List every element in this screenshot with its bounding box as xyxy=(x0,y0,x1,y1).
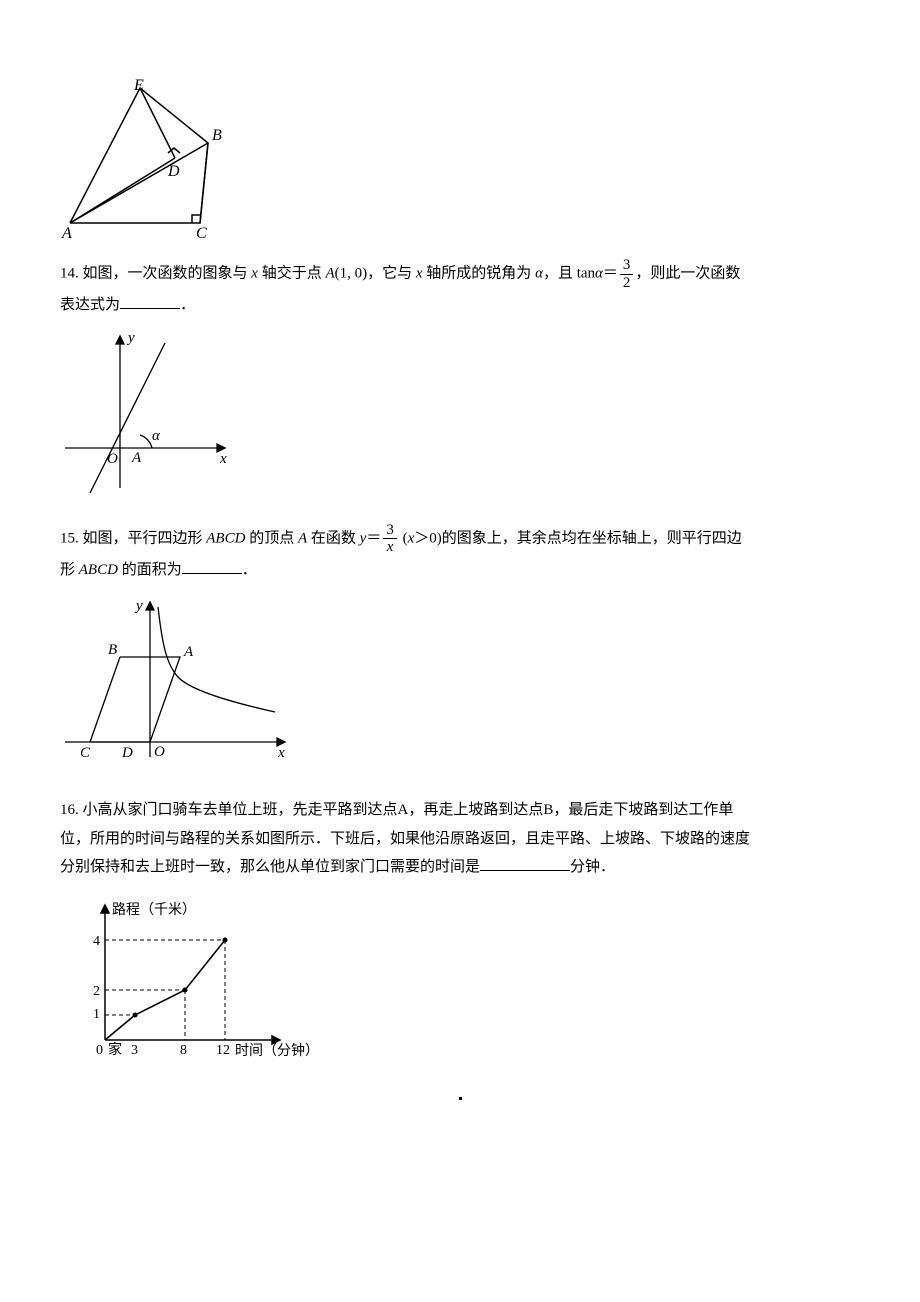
p14-frac-num: 3 xyxy=(620,257,634,275)
fig15-O: O xyxy=(154,744,165,760)
fig14-svg: x y O A α xyxy=(60,328,240,498)
p14-coord: (1, 0)，它与 xyxy=(335,265,416,281)
p14-alpha: α xyxy=(535,265,543,281)
fig16-home: 家 xyxy=(108,1041,122,1058)
p15-abcd: ABCD xyxy=(206,530,245,546)
p15-t2: 的顶点 xyxy=(245,530,298,546)
fig16-x0: 0 xyxy=(96,1043,103,1058)
p15-blank xyxy=(182,558,242,574)
p16-t6: 分钟． xyxy=(570,859,615,875)
fig15-C: C xyxy=(80,745,91,761)
page-dot-icon xyxy=(459,1097,462,1100)
p15-abcd2: ABCD xyxy=(79,562,118,578)
problem-15: 15. 如图，平行四边形 ABCD 的顶点 A 在函数 y＝3x (x＞0)的图… xyxy=(60,522,860,773)
p14-t1: 如图，一次函数的图象与 xyxy=(83,265,252,281)
p15-num: 15. xyxy=(60,530,79,546)
fig14-x: x xyxy=(219,451,227,467)
fig13-label-D: D xyxy=(167,163,180,180)
p16-t4: 位，所用的时间与路程的关系如图所示．下班后，如果他沿原路返回，且走平路、上坡路、… xyxy=(60,831,750,847)
p16-t5: 分别保持和去上班时一致，那么他从单位到家门口需要的时间是 xyxy=(60,859,480,875)
p14-t5: ，则此一次函数 xyxy=(635,265,740,281)
p15-A: A xyxy=(298,530,307,546)
fig13-label-C: C xyxy=(196,225,207,242)
fig16-x12: 12 xyxy=(216,1043,230,1058)
fig16-x3: 3 xyxy=(131,1043,138,1058)
fig16: 路程（千米） 时间（分钟） 4 2 1 0 家 3 8 12 xyxy=(60,890,860,1060)
p16-A: A xyxy=(398,802,409,818)
p14-frac: 32 xyxy=(620,257,634,291)
p16-num: 16. xyxy=(60,802,79,818)
fig16-x8: 8 xyxy=(180,1043,187,1058)
p16-B: B xyxy=(543,802,553,818)
p15-eq: ＝ xyxy=(366,530,381,546)
fig13-label-B: B xyxy=(212,127,222,144)
p15-t6: 的面积为 xyxy=(118,562,182,578)
p14-alpha2: α xyxy=(595,265,603,281)
p14-t4: ，且 tan xyxy=(543,265,595,281)
fig15-B: B xyxy=(108,642,117,658)
fig15-y: y xyxy=(134,598,143,614)
fig16-ylabel: 路程（千米） xyxy=(112,902,196,918)
p14-frac-den: 2 xyxy=(620,275,634,292)
p14-x2: x xyxy=(416,265,423,281)
fig16-svg: 路程（千米） 时间（分钟） 4 2 1 0 家 3 8 12 xyxy=(60,890,320,1060)
p16-t3: ，最后走下坡路到达工作单 xyxy=(553,802,733,818)
p15-frac-num: 3 xyxy=(383,522,397,540)
fig14-y: y xyxy=(126,330,135,346)
problem-14-text: 14. 如图，一次函数的图象与 x 轴交于点 A(1, 0)，它与 x 轴所成的… xyxy=(60,257,860,320)
p14-t2: 轴交于点 xyxy=(258,265,326,281)
p16-t1: 小高从家门口骑车去单位上班，先走平路到达点 xyxy=(83,802,398,818)
p15-t1: 如图，平行四边形 xyxy=(83,530,207,546)
p16-blank xyxy=(480,855,570,871)
problem-14: 14. 如图，一次函数的图象与 x 轴交于点 A(1, 0)，它与 x 轴所成的… xyxy=(60,257,860,498)
fig14: x y O A α xyxy=(60,328,860,498)
p14-t3: 轴所成的锐角为 xyxy=(423,265,536,281)
fig13-svg: A C B E D xyxy=(60,78,230,243)
fig16-y2: 2 xyxy=(93,984,100,999)
fig14-O: O xyxy=(107,451,118,467)
fig15: x y O A B C D xyxy=(60,592,860,772)
fig13-label-E: E xyxy=(133,78,144,94)
fig16-y4: 4 xyxy=(93,934,100,949)
p15-t4: ( xyxy=(399,530,408,546)
fig15-x: x xyxy=(277,745,285,761)
p14-num: 14. xyxy=(60,265,79,281)
p15-period: ． xyxy=(242,562,257,578)
p14-A: A xyxy=(325,265,334,281)
p14-t6: 表达式为 xyxy=(60,297,120,313)
p15-frac: 3x xyxy=(383,522,397,556)
fig13-label-A: A xyxy=(61,225,72,242)
problem-15-text: 15. 如图，平行四边形 ABCD 的顶点 A 在函数 y＝3x (x＞0)的图… xyxy=(60,522,860,585)
p16-t2: ，再走上坡路到达点 xyxy=(408,802,543,818)
fig16-xlabel: 时间（分钟） xyxy=(235,1042,319,1059)
page-marker xyxy=(60,1084,860,1113)
fig13: A C B E D xyxy=(60,78,860,243)
p15-t3: 在函数 xyxy=(307,530,360,546)
fig15-D: D xyxy=(121,745,133,761)
fig16-y1: 1 xyxy=(93,1007,100,1022)
fig14-alpha: α xyxy=(152,428,161,444)
problem-16: 16. 小高从家门口骑车去单位上班，先走平路到达点A，再走上坡路到达点B，最后走… xyxy=(60,796,860,1060)
fig15-svg: x y O A B C D xyxy=(60,592,300,772)
p14-eq: ＝ xyxy=(603,265,618,281)
p15-cond: ＞0)的图象上，其余点均在坐标轴上，则平行四边 xyxy=(414,530,742,546)
problem-16-text: 16. 小高从家门口骑车去单位上班，先走平路到达点A，再走上坡路到达点B，最后走… xyxy=(60,796,860,882)
p14-x1: x xyxy=(251,265,258,281)
fig15-A: A xyxy=(183,644,194,660)
p14-period: ． xyxy=(180,297,195,313)
fig14-A: A xyxy=(131,450,142,466)
p14-blank xyxy=(120,293,180,309)
p15-frac-den: x xyxy=(383,539,397,556)
p15-t5: 形 xyxy=(60,562,79,578)
